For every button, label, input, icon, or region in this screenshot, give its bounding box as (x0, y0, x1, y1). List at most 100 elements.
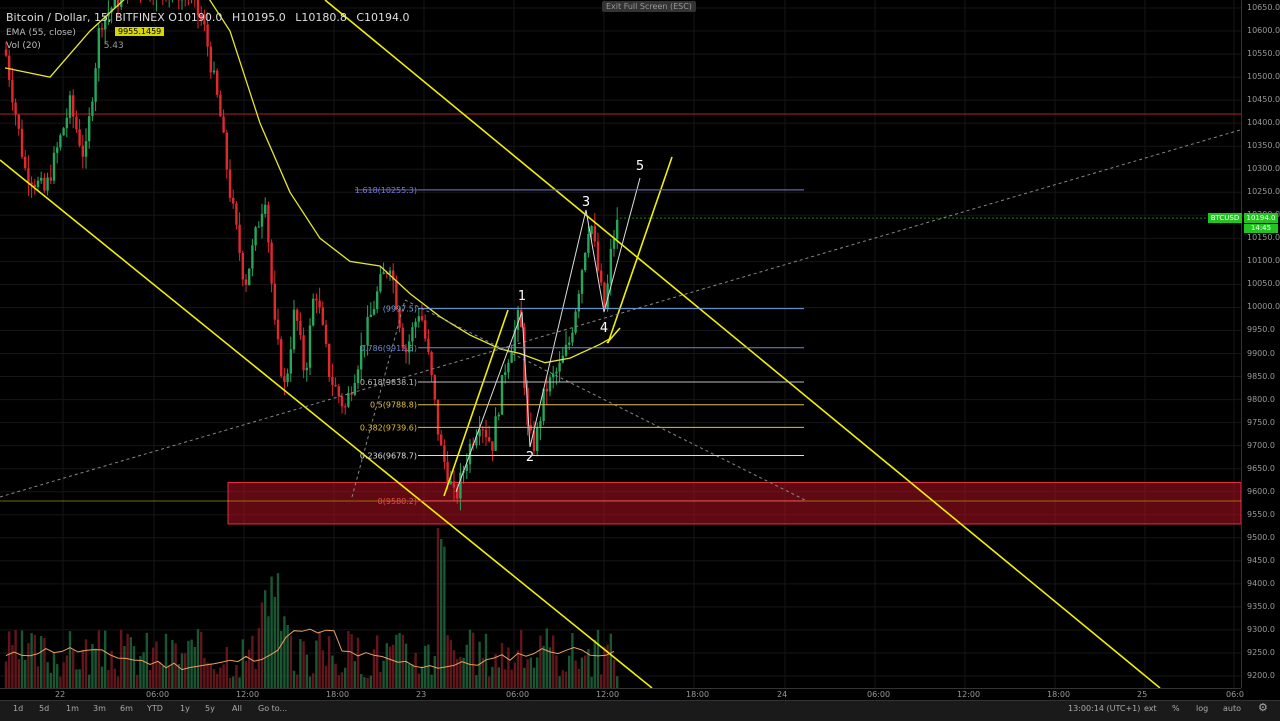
fib-level-label: 0.618(9838.1) (360, 378, 417, 387)
volume-bar (475, 675, 477, 688)
candle-body (264, 205, 266, 214)
volume-bar (155, 641, 157, 688)
candle-body (46, 178, 48, 191)
candle-body (453, 481, 455, 487)
timeframe-5d[interactable]: 5d (39, 704, 49, 713)
candle-body (491, 441, 493, 450)
candle-body (18, 115, 20, 129)
volume-bar (466, 645, 468, 688)
volume-bar (325, 666, 327, 688)
candle-body (427, 339, 429, 352)
candle-body (549, 377, 551, 391)
candle-body (219, 95, 221, 117)
volume-bar (411, 664, 413, 688)
volume-bar (360, 674, 362, 688)
volume-bar (469, 630, 471, 688)
candle-body (376, 291, 378, 309)
price-tick-label: 9850.0 (1247, 372, 1275, 381)
candle-body (72, 95, 74, 116)
candle-body (277, 320, 279, 340)
candle-body (322, 307, 324, 324)
price-tick-label: 10000.0 (1247, 302, 1280, 311)
volume-bar (334, 664, 336, 688)
candle-body (354, 383, 356, 395)
gear-icon[interactable]: ⚙ (1258, 701, 1268, 714)
timeframe-ytd[interactable]: YTD (147, 704, 163, 713)
volume-bar (21, 630, 23, 688)
volume-bar (78, 669, 80, 688)
timeframe-all[interactable]: All (232, 704, 242, 713)
price-tick-label: 10050.0 (1247, 279, 1280, 288)
candle-body (37, 181, 39, 187)
chart-legend-title: Bitcoin / Dollar, 15, BITFINEX O10190.0 … (6, 11, 416, 24)
vol-legend[interactable]: Vol (20) 5.43 (6, 41, 124, 51)
volume-bar (296, 675, 298, 688)
candle-body (587, 234, 589, 253)
scale-option-1[interactable]: % (1172, 704, 1180, 713)
candle-body (421, 316, 423, 320)
price-tick-label: 10100.0 (1247, 256, 1280, 265)
candle-body (216, 71, 218, 95)
volume-bar (494, 654, 496, 688)
candle-body (597, 241, 599, 270)
wave-label-3: 3 (582, 195, 590, 210)
volume-bar (280, 631, 282, 688)
volume-bar (136, 675, 138, 688)
timeframe-1d[interactable]: 1d (13, 704, 23, 713)
timeframe-5y[interactable]: 5y (205, 704, 215, 713)
volume-bar (405, 644, 407, 688)
volume-bar (216, 674, 218, 688)
volume-bar (523, 668, 525, 688)
volume-bar (414, 653, 416, 688)
volume-bar (34, 635, 36, 688)
volume-bar (565, 672, 567, 688)
candle-body (341, 396, 343, 406)
time-tick-label: 12:00 (236, 690, 259, 699)
time-tick-label: 06:00 (506, 690, 529, 699)
candle-body (210, 47, 212, 73)
volume-bar (418, 674, 420, 688)
volume-bar (18, 659, 20, 688)
candle-body (482, 429, 484, 430)
volume-bar (408, 664, 410, 688)
last-price-tag: 10194.0 (1244, 213, 1278, 223)
fib-level-label: 0.786(9912.5) (360, 344, 417, 353)
volume-bar (261, 602, 263, 688)
volume-bar (341, 672, 343, 688)
candle-body (88, 116, 90, 141)
candle-body (302, 335, 304, 370)
volume-bar (546, 628, 548, 688)
candle-body (450, 481, 452, 483)
time-tick-label: 22 (55, 690, 65, 699)
exit-fullscreen-button[interactable]: Exit Full Screen (ESC) (602, 1, 696, 12)
candle-body (440, 434, 442, 445)
volume-bar (603, 647, 605, 688)
scale-option-2[interactable]: log (1196, 704, 1208, 713)
volume-bar (539, 636, 541, 688)
volume-bar (437, 528, 439, 688)
volume-bar (194, 647, 196, 688)
timeframe-3m[interactable]: 3m (93, 704, 106, 713)
bar-countdown: 14:45 (1244, 224, 1278, 233)
volume-bar (235, 665, 237, 688)
volume-bar (114, 669, 116, 688)
ohlc-open: O10190.0 (168, 11, 222, 24)
goto-button[interactable]: Go to... (258, 704, 287, 713)
candle-body (430, 352, 432, 375)
volume-bar (574, 660, 576, 688)
timeframe-1m[interactable]: 1m (66, 704, 79, 713)
timeframe-6m[interactable]: 6m (120, 704, 133, 713)
volume-bar (501, 643, 503, 688)
volume-bar (50, 673, 52, 688)
ema-legend[interactable]: EMA (55, close) (6, 28, 76, 38)
candle-body (8, 56, 10, 80)
candle-body (82, 146, 84, 157)
volume-bar (69, 631, 71, 688)
volume-bar (91, 644, 93, 688)
ohlc-close: C10194.0 (356, 11, 409, 24)
scale-option-0[interactable]: ext (1144, 704, 1157, 713)
timeframe-1y[interactable]: 1y (180, 704, 190, 713)
volume-bar (286, 625, 288, 688)
scale-option-3[interactable]: auto (1223, 704, 1241, 713)
